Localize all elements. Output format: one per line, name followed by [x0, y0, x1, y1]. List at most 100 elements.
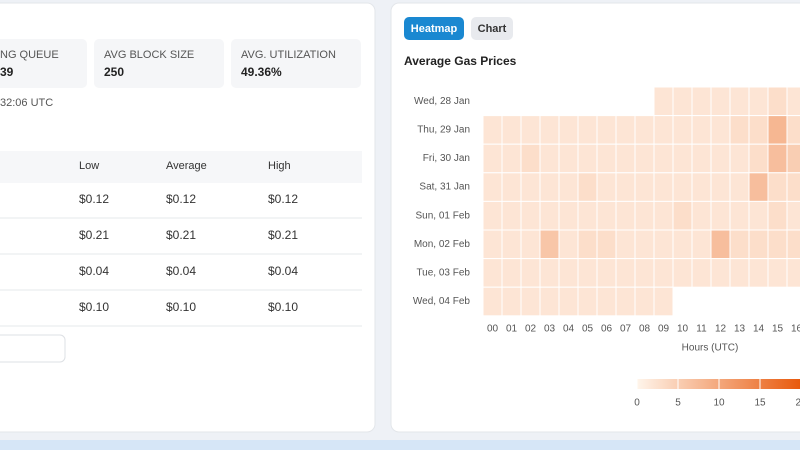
heat-cell — [710, 86, 731, 117]
heat-cell — [501, 115, 522, 145]
heat-cell — [501, 172, 522, 202]
heat-cell — [710, 200, 731, 231]
heat-cell — [634, 172, 655, 202]
heat-cell — [786, 172, 800, 202]
table-header-cell: Low — [79, 160, 99, 172]
heat-cell — [539, 286, 560, 317]
heat-cell — [482, 258, 503, 288]
heat-cell — [501, 286, 522, 317]
heat-cell — [710, 115, 731, 145]
heat-cell — [634, 286, 655, 317]
stat-value: 49.36% — [241, 65, 282, 79]
heat-cell — [634, 200, 655, 231]
heat-cell — [577, 143, 598, 174]
heat-cell — [558, 143, 579, 174]
y-tick-label: Wed, 04 Feb — [413, 296, 471, 307]
heat-cell — [653, 286, 674, 317]
chart-title: Average Gas Prices — [404, 54, 517, 68]
timestamp: 32:06 UTC — [0, 97, 53, 109]
heat-cell — [596, 143, 617, 174]
heat-cell — [482, 200, 503, 231]
heat-cell — [691, 258, 712, 288]
tab[interactable] — [471, 17, 513, 40]
heat-cell — [672, 86, 693, 117]
heat-cell — [786, 115, 800, 145]
table-cell: $0.04 — [268, 264, 298, 278]
heat-cell — [767, 143, 788, 174]
x-tick-label: 09 — [658, 324, 670, 335]
y-tick-label: Thu, 29 Jan — [417, 125, 470, 136]
stat-card — [94, 39, 224, 88]
heat-cell — [691, 115, 712, 145]
heat-cell — [539, 258, 560, 288]
heat-cell — [482, 172, 503, 202]
x-tick-label: 08 — [639, 324, 651, 335]
heat-cell — [558, 200, 579, 231]
x-tick-label: 06 — [601, 324, 613, 335]
x-tick-label: 14 — [753, 324, 765, 335]
table-cell: $0.21 — [166, 228, 196, 242]
y-tick-label: Wed, 28 Jan — [414, 96, 470, 107]
heat-cell — [653, 143, 674, 174]
heat-cell — [729, 115, 750, 145]
stat-value: 250 — [104, 65, 124, 79]
heat-cell — [767, 229, 788, 260]
x-tick-label: 05 — [582, 324, 594, 335]
heat-cell — [577, 200, 598, 231]
table-cell: $0.04 — [166, 264, 196, 278]
input[interactable] — [0, 334, 66, 363]
heat-cell — [501, 229, 522, 260]
heat-cell — [539, 172, 560, 202]
heat-cell — [482, 115, 503, 145]
heat-cell — [672, 172, 693, 202]
heat-cell — [501, 258, 522, 288]
heat-cell — [482, 229, 503, 260]
x-axis-label: Hours (UTC) — [682, 343, 739, 354]
heat-cell — [767, 200, 788, 231]
tab-label: Chart — [478, 23, 507, 35]
heat-cell — [767, 172, 788, 202]
stat-card — [0, 39, 87, 88]
table-cell: $0.12 — [166, 192, 196, 206]
colorbar-tick-label: 20 — [795, 398, 800, 409]
heat-cell — [710, 172, 731, 202]
heat-cell — [748, 229, 769, 260]
heat-cell — [558, 172, 579, 202]
heat-cell — [748, 115, 769, 145]
x-tick-label: 04 — [563, 324, 575, 335]
heat-cell — [596, 115, 617, 145]
heat-cell — [596, 286, 617, 317]
heat-cell — [482, 286, 503, 317]
colorbar-tick-label: 5 — [675, 398, 681, 409]
heat-cell — [596, 229, 617, 260]
heat-cell — [710, 258, 731, 288]
y-tick-label: Sun, 01 Feb — [416, 210, 471, 221]
tab-active[interactable] — [404, 17, 464, 40]
heat-cell — [482, 143, 503, 174]
table-cell: $0.21 — [268, 228, 298, 242]
heat-cell — [786, 200, 800, 231]
heat-cell — [539, 143, 560, 174]
y-tick-label: Sat, 31 Jan — [419, 182, 470, 193]
heat-cell — [672, 258, 693, 288]
heat-cell — [577, 286, 598, 317]
heat-cell — [786, 229, 800, 260]
heat-cell — [710, 229, 731, 260]
y-tick-label: Mon, 02 Feb — [414, 239, 471, 250]
x-tick-label: 01 — [506, 324, 518, 335]
heat-cell — [615, 172, 636, 202]
heat-cell — [520, 115, 541, 145]
x-tick-label: 03 — [544, 324, 556, 335]
heat-cell — [634, 143, 655, 174]
table-cell: $0.10 — [79, 300, 109, 314]
heat-cell — [729, 86, 750, 117]
heat-cell — [634, 229, 655, 260]
heat-cell — [672, 115, 693, 145]
heat-cell — [786, 143, 800, 174]
heat-cell — [691, 143, 712, 174]
heat-cell — [596, 258, 617, 288]
colorbar-tick-label: 0 — [634, 398, 640, 409]
y-tick-label: Fri, 30 Jan — [423, 153, 470, 164]
heat-cell — [615, 258, 636, 288]
